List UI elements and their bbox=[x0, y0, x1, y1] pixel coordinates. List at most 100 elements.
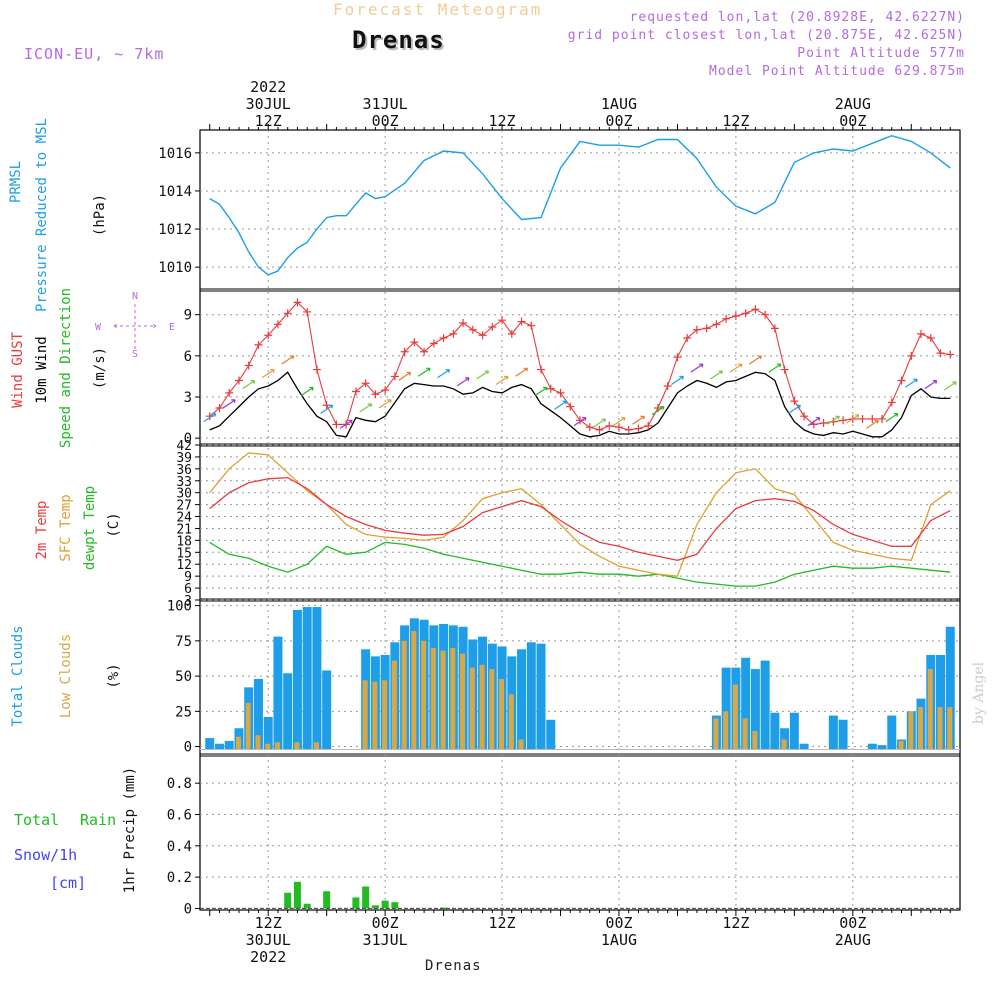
gust-marker bbox=[215, 403, 224, 412]
precipitation-ytick-label: 0.6 bbox=[167, 807, 192, 823]
gust-marker bbox=[400, 347, 409, 356]
gust-marker bbox=[273, 320, 282, 329]
low-cloud-bar bbox=[898, 740, 904, 750]
gust-marker bbox=[907, 351, 916, 360]
top-time-label: 1AUG bbox=[601, 95, 637, 113]
gust-marker bbox=[926, 334, 935, 343]
temperature-ytick-label: 36 bbox=[176, 463, 192, 478]
wind-direction-arrow bbox=[885, 412, 899, 423]
pressure-ytick-label: 1014 bbox=[158, 184, 192, 200]
wind-direction-arrow bbox=[476, 370, 490, 380]
wind-direction-label: Speed and Direction bbox=[58, 288, 74, 448]
total-cloud-bar bbox=[253, 678, 263, 750]
gust-marker bbox=[498, 316, 507, 325]
clouds-ytick-label: 75 bbox=[175, 634, 192, 650]
top-time-label: 31JUL bbox=[363, 95, 408, 113]
low-cloud-bar bbox=[421, 640, 427, 750]
gust-marker bbox=[537, 365, 546, 374]
clouds-ytick-label: 25 bbox=[175, 704, 192, 720]
total-cloud-bar bbox=[828, 715, 838, 750]
total-cloud-bar bbox=[214, 743, 224, 750]
low-cloud-bar bbox=[313, 742, 319, 750]
top-time-label: 2AUG bbox=[835, 95, 871, 113]
gust-marker bbox=[459, 318, 468, 327]
wind-direction-arrow bbox=[378, 399, 392, 409]
gust-marker bbox=[712, 320, 721, 329]
low-cloud-bar bbox=[732, 684, 738, 750]
gust-marker bbox=[887, 398, 896, 407]
wind-direction-arrow bbox=[807, 417, 821, 427]
wind-direction-arrow bbox=[671, 375, 685, 386]
low-cloud-bar bbox=[508, 694, 514, 750]
total-cloud-bar bbox=[877, 745, 887, 750]
precipitation-ytick-label: 0.4 bbox=[167, 839, 192, 855]
gust-marker bbox=[585, 423, 594, 432]
temperature-ytick-label: 3 bbox=[184, 594, 192, 609]
top-time-label: 30JUL bbox=[246, 95, 291, 113]
gust-marker bbox=[702, 324, 711, 333]
wind-direction-arrow bbox=[242, 380, 256, 390]
low-cloud-bar bbox=[518, 739, 524, 750]
compass-n-label: N bbox=[132, 291, 138, 302]
gust-marker bbox=[556, 388, 565, 397]
rain-bar bbox=[284, 892, 292, 909]
top-time-label: 12Z bbox=[255, 112, 282, 130]
temp-2m-line bbox=[209, 476, 951, 561]
gust-marker bbox=[517, 317, 526, 326]
low-cloud-bar bbox=[781, 739, 787, 750]
wind-direction-arrow bbox=[943, 381, 957, 391]
wind-direction-arrow bbox=[788, 404, 801, 414]
total-cloud-bar bbox=[546, 719, 556, 750]
low-cloud-bar bbox=[479, 664, 485, 750]
gust-marker bbox=[722, 314, 731, 323]
gust-marker bbox=[868, 414, 877, 423]
low-cloud-bar bbox=[401, 640, 407, 750]
wind-ytick-label: 3 bbox=[184, 390, 192, 406]
temperature-ytick-label: 6 bbox=[184, 582, 192, 597]
dewpoint-line bbox=[209, 541, 951, 587]
precipitation-ytick-label: 0.2 bbox=[167, 870, 192, 886]
total-cloud-bar bbox=[283, 673, 293, 750]
wind-direction-arrow bbox=[300, 386, 314, 397]
bottom-time-label: 00Z bbox=[605, 914, 632, 932]
low-cloud-bar bbox=[499, 678, 505, 750]
top-time-label: 12Z bbox=[489, 112, 516, 130]
low-cloud-bar bbox=[440, 650, 446, 750]
bottom-time-label: 00Z bbox=[839, 914, 866, 932]
wind-direction-arrow bbox=[729, 363, 743, 373]
rain-bar bbox=[303, 903, 311, 909]
low-cloud-bar bbox=[713, 718, 719, 750]
model-point-altitude: Model Point Altitude 629.875m bbox=[709, 64, 965, 79]
sfc-temp-label: SFC Temp bbox=[58, 494, 74, 561]
gust-marker bbox=[800, 412, 809, 421]
wind-ytick-label: 0 bbox=[184, 431, 192, 447]
wind-ytick-label: 6 bbox=[184, 349, 192, 365]
wind-direction-arrow bbox=[437, 369, 451, 379]
wind-direction-arrow bbox=[417, 367, 431, 377]
temperature-ytick-label: 39 bbox=[176, 451, 192, 466]
gust-marker bbox=[439, 334, 448, 343]
rain-bar bbox=[362, 886, 370, 909]
rain-bar bbox=[371, 905, 379, 909]
low-cloud-bar bbox=[752, 731, 758, 750]
low-cloud-bar bbox=[937, 707, 943, 750]
gust-marker bbox=[410, 338, 419, 347]
wind-direction-arrow bbox=[222, 399, 236, 409]
rain-bar bbox=[381, 900, 389, 909]
low-cloud-bar bbox=[411, 631, 417, 750]
gust-marker bbox=[225, 388, 234, 397]
pressure-unit-label: (hPa) bbox=[92, 194, 108, 236]
bottom-time-label: 30JUL bbox=[246, 931, 291, 949]
dewpt-temp-label: dewpt Temp bbox=[82, 486, 98, 570]
pressure-ytick-label: 1016 bbox=[158, 146, 192, 162]
wind-direction-arrow bbox=[749, 355, 762, 365]
wind-direction-arrow bbox=[261, 369, 275, 379]
clouds-ytick-label: 0 bbox=[184, 740, 192, 756]
bottom-time-label: 12Z bbox=[255, 914, 282, 932]
total-cloud-bar bbox=[205, 738, 215, 750]
compass-w-label: W bbox=[95, 322, 102, 333]
gust-marker bbox=[878, 414, 887, 423]
wind-direction-arrow bbox=[495, 375, 509, 386]
bottom-time-label: 31JUL bbox=[363, 931, 408, 949]
